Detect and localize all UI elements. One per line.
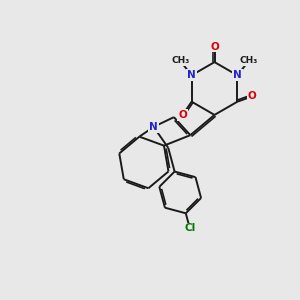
Text: N: N xyxy=(187,70,196,80)
Text: CH₃: CH₃ xyxy=(171,56,189,65)
Text: O: O xyxy=(210,41,219,52)
Text: CH₃: CH₃ xyxy=(240,56,258,65)
Text: O: O xyxy=(178,110,187,120)
Text: Cl: Cl xyxy=(184,223,196,233)
Text: O: O xyxy=(248,91,257,101)
Text: N: N xyxy=(149,122,158,132)
Text: N: N xyxy=(233,70,242,80)
